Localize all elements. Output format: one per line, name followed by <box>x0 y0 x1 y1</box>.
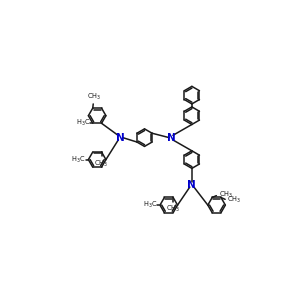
Text: H$_3$C: H$_3$C <box>143 200 157 210</box>
Text: CH$_3$: CH$_3$ <box>166 204 180 214</box>
Text: CH$_3$: CH$_3$ <box>227 195 242 206</box>
Text: N: N <box>188 180 196 190</box>
Text: H$_3$C: H$_3$C <box>76 118 90 128</box>
Text: N: N <box>167 133 176 142</box>
Text: CH$_3$: CH$_3$ <box>219 190 233 200</box>
Text: H$_3$C: H$_3$C <box>71 154 85 165</box>
Text: CH$_3$: CH$_3$ <box>87 92 101 102</box>
Text: N: N <box>116 133 124 142</box>
Text: CH$_3$: CH$_3$ <box>94 158 109 169</box>
